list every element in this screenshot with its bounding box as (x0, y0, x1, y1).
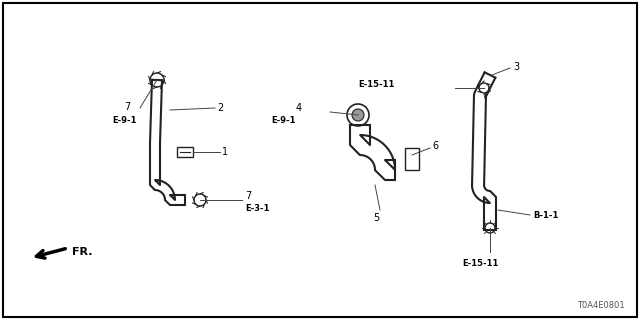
Text: 6: 6 (432, 141, 438, 151)
Text: 1: 1 (222, 147, 228, 157)
Text: B-1-1: B-1-1 (533, 211, 558, 220)
Text: 7: 7 (245, 191, 252, 201)
Text: E-15-11: E-15-11 (358, 79, 394, 89)
Bar (405, 148, 419, 170)
Text: E-3-1: E-3-1 (245, 204, 269, 212)
Text: FR.: FR. (72, 247, 93, 257)
Text: 7: 7 (124, 102, 130, 112)
Text: 2: 2 (217, 103, 223, 113)
Text: 5: 5 (373, 213, 379, 223)
Text: 3: 3 (513, 62, 519, 72)
Text: E-9-1: E-9-1 (112, 116, 136, 124)
Text: E-9-1: E-9-1 (271, 116, 296, 124)
Text: E-15-11: E-15-11 (462, 260, 499, 268)
Circle shape (352, 109, 364, 121)
Text: T0A4E0801: T0A4E0801 (577, 301, 625, 310)
Text: 4: 4 (296, 103, 302, 113)
